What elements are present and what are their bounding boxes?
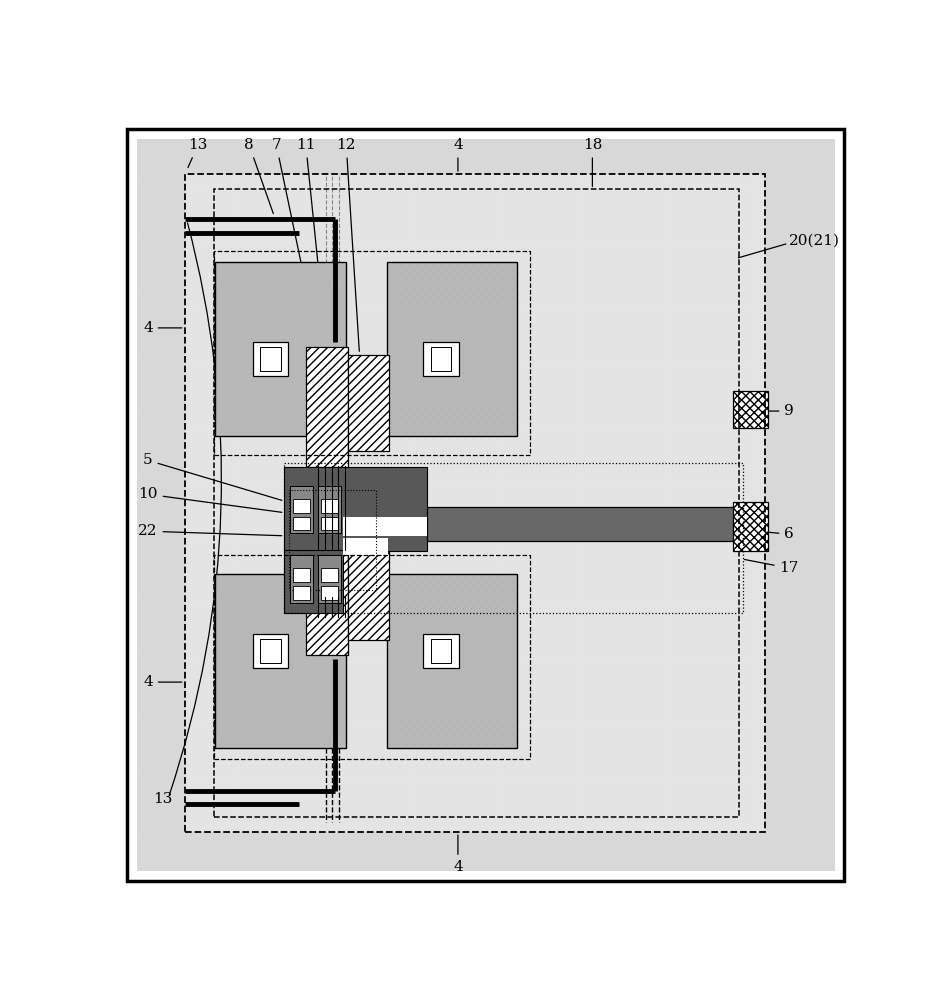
Bar: [290, 486, 313, 533]
Bar: [424, 342, 459, 376]
Text: 13: 13: [188, 138, 208, 168]
Text: 7: 7: [272, 138, 317, 339]
Bar: [283, 463, 743, 613]
Bar: [214, 189, 739, 817]
Bar: [349, 355, 389, 451]
Bar: [387, 262, 518, 436]
Bar: [321, 517, 338, 530]
Bar: [733, 391, 768, 428]
Bar: [427, 507, 734, 541]
Text: 10: 10: [138, 487, 282, 512]
Text: 17: 17: [744, 559, 799, 575]
Text: 9: 9: [769, 404, 794, 418]
Bar: [321, 568, 338, 582]
Text: 13: 13: [153, 792, 173, 806]
Bar: [321, 499, 338, 513]
Bar: [430, 639, 451, 663]
Bar: [321, 586, 338, 600]
Bar: [293, 517, 310, 530]
Bar: [293, 499, 310, 513]
Bar: [253, 634, 288, 668]
Bar: [253, 342, 288, 376]
Bar: [306, 536, 349, 655]
Bar: [215, 262, 346, 436]
Bar: [283, 466, 427, 551]
Bar: [289, 490, 375, 590]
Bar: [290, 555, 313, 603]
Text: 12: 12: [337, 138, 359, 351]
Bar: [424, 634, 459, 668]
Bar: [319, 486, 341, 533]
Text: 11: 11: [296, 138, 326, 344]
Text: 4: 4: [143, 321, 182, 335]
Text: 20(21): 20(21): [789, 234, 840, 248]
Bar: [283, 550, 342, 613]
Bar: [185, 174, 765, 832]
Bar: [214, 555, 530, 759]
Bar: [306, 347, 349, 466]
Bar: [319, 555, 341, 603]
Bar: [261, 347, 281, 371]
Text: 4: 4: [453, 138, 463, 171]
Text: 8: 8: [245, 138, 273, 214]
Bar: [342, 538, 388, 555]
Text: 5: 5: [143, 453, 282, 500]
Text: 4: 4: [453, 835, 463, 874]
Text: 6: 6: [744, 527, 794, 541]
Bar: [430, 347, 451, 371]
Text: 18: 18: [583, 138, 602, 187]
Bar: [185, 174, 765, 832]
Bar: [293, 568, 310, 582]
Text: 22: 22: [138, 524, 282, 538]
Bar: [261, 639, 281, 663]
Bar: [387, 574, 518, 748]
Bar: [733, 502, 768, 551]
Bar: [214, 251, 530, 455]
Bar: [215, 574, 346, 748]
Text: 4: 4: [143, 675, 182, 689]
Bar: [293, 586, 310, 600]
Bar: [349, 544, 389, 640]
Bar: [342, 517, 427, 536]
